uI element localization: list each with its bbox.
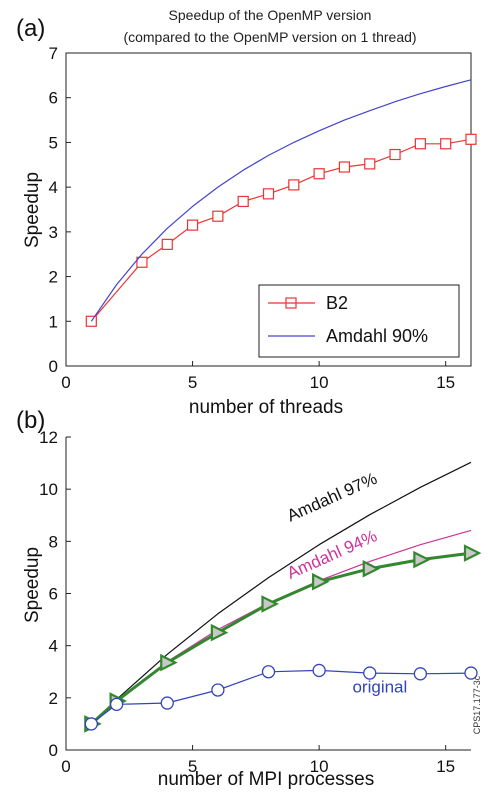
a-amdahl-90-line: [90, 79, 472, 322]
legend-amdahl90-label: Amdahl 90%: [326, 326, 428, 346]
b-series-2-line: [90, 551, 472, 726]
b-x-tick-label: 0: [61, 757, 70, 776]
panel-b-axes: [65, 437, 471, 751]
b-y-tick-label: 2: [49, 689, 58, 708]
panel-a-series: [85, 79, 477, 327]
a-x-tick-label: 5: [188, 373, 197, 392]
a-y-tick-label: 4: [49, 178, 58, 197]
b-amdahl-97-line: [90, 461, 472, 725]
b-original-point: [109, 697, 124, 712]
panel-a-subtitle: (compared to the OpenMP version on 1 thr…: [123, 29, 416, 45]
panel-b-label: (b): [16, 407, 45, 434]
legend-b2-marker: [285, 297, 297, 309]
panel-a-ylabel: Speedup: [22, 172, 43, 248]
a-b2-point: [212, 210, 224, 222]
b-y-tick-label: 10: [39, 480, 58, 499]
panel-a-title: Speedup of the OpenMP version: [169, 7, 372, 23]
panel-b-side-note: CPS17.177-3c: [472, 675, 482, 734]
a-b2-point: [364, 158, 376, 170]
b-y-tick-label: 8: [49, 532, 58, 551]
b-series-2-point: [210, 623, 229, 642]
b-original-point: [160, 696, 174, 710]
b-x-tick-label: 10: [310, 757, 329, 776]
b-original-point: [413, 667, 428, 681]
a-b2-point: [338, 161, 351, 173]
a-b2-point: [465, 133, 477, 145]
b-x-tick-label: 15: [436, 757, 455, 776]
a-b2-point: [161, 238, 173, 250]
b-series-2-point: [463, 544, 482, 562]
panel-a-label: (a): [16, 15, 45, 42]
a-b2-point: [440, 138, 452, 150]
a-b2-point: [313, 168, 325, 180]
a-x-tick-label: 0: [61, 373, 70, 392]
panel-a-plot-frame: [65, 52, 472, 367]
a-y-tick-label: 3: [49, 223, 58, 242]
a-b2-point: [414, 138, 426, 150]
a-y-tick-label: 1: [49, 312, 58, 331]
a-b2-point: [262, 188, 275, 200]
panel-b-series: [84, 461, 482, 733]
panel-a: (a) Speedup of the OpenMP version (compa…: [16, 7, 477, 418]
b-original-point: [363, 666, 377, 680]
b-series-2-point: [261, 595, 279, 613]
panel-b-xlabel: number of MPI processes: [158, 769, 374, 790]
b-series-2-point: [413, 550, 431, 569]
b-series-2-point: [160, 653, 178, 672]
a-x-tick-label: 15: [436, 373, 455, 392]
panel-a-legend: B2 Amdahl 90%: [258, 284, 460, 358]
a-b2-point: [136, 256, 148, 268]
panel-b: (b) Speedup number of MPI processes 0 5 10…: [16, 407, 482, 790]
a-b2-point: [237, 195, 249, 208]
a-b2-point: [288, 179, 300, 191]
b-original-point: [211, 683, 225, 697]
a-b2-point: [389, 148, 401, 161]
b-x-tick-label: 5: [188, 757, 197, 776]
b-y-tick-label: 6: [49, 585, 58, 604]
a-x-tick-label: 10: [310, 373, 329, 392]
b-y-tick-label: 0: [49, 741, 58, 760]
a-y-tick-label: 0: [49, 357, 58, 376]
panel-b-series-labels: Amdahl 97%Amdahl 94%original: [284, 469, 407, 697]
b-original-point: [261, 665, 276, 679]
b-original-point: [464, 666, 478, 680]
b-series-2-point: [312, 572, 330, 591]
legend-b2-label: B2: [326, 293, 348, 313]
b-y-tick-label: 4: [49, 637, 58, 656]
panel-a-ticks: 0 5 10 15 0 1 2 3 4 5 6 7: [49, 44, 456, 392]
a-y-tick-label: 5: [49, 133, 58, 152]
panel-b-ylabel: Speedup: [22, 547, 43, 623]
a-y-tick-label: 6: [49, 89, 58, 108]
a-y-tick-label: 2: [49, 268, 58, 287]
b-original-label: original: [352, 678, 407, 697]
legend-box: [258, 284, 460, 358]
a-b2-point: [186, 219, 199, 231]
panel-a-xlabel: number of threads: [189, 397, 343, 418]
b-original-point: [312, 663, 326, 678]
b-y-tick-label: 12: [39, 428, 58, 447]
a-y-tick-label: 7: [49, 44, 58, 63]
panel-b-ticks: 0 5 10 15 0 2 4 6 8 10 12: [39, 428, 455, 776]
b-series-2-point: [362, 559, 381, 578]
b-original-point: [84, 717, 98, 731]
